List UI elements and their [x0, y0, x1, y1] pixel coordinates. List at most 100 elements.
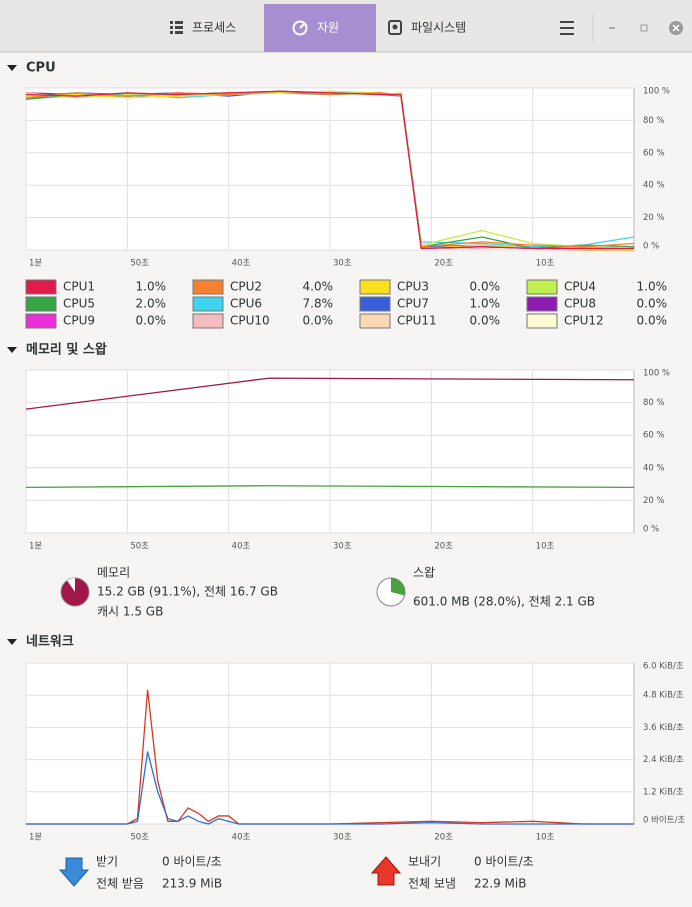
send-icon — [370, 856, 402, 886]
x-tick-label: 30초 — [333, 833, 352, 843]
x-tick-label: 10초 — [536, 542, 555, 552]
memory-icon — [60, 577, 90, 607]
legend-detail: 601.0 MB (28.0%), 전체 2.1 GB — [413, 595, 595, 609]
legend-name: 메모리 — [97, 566, 130, 580]
x-tick-label: 20초 — [434, 542, 453, 552]
y-tick-label: 40 % — [643, 181, 665, 191]
legend-value: 4.0% — [303, 280, 334, 294]
x-tick-label: 10초 — [536, 833, 555, 843]
legend-swatch[interactable] — [359, 279, 391, 295]
x-tick-label: 50초 — [130, 833, 149, 843]
tab-resources[interactable]: 자원 — [292, 20, 340, 36]
tab-label: 프로세스 — [192, 21, 236, 35]
close-button[interactable] — [669, 21, 683, 35]
legend-swatch[interactable] — [526, 296, 558, 312]
legend-swatch[interactable] — [192, 313, 224, 329]
legend-name: 스왑 — [413, 566, 435, 580]
legend-rate: 0 바이트/초 — [162, 855, 222, 869]
x-tick-label: 50초 — [130, 542, 149, 552]
expander[interactable] — [7, 347, 17, 353]
legend-swatch[interactable] — [526, 313, 558, 329]
menu-button[interactable] — [560, 21, 574, 35]
y-tick-label: 20 % — [643, 213, 665, 223]
y-tick-label: 4.8 KiB/초 — [643, 691, 684, 701]
legend-swatch[interactable] — [192, 279, 224, 295]
legend-name: CPU4 — [564, 280, 596, 294]
receive-icon — [58, 857, 90, 887]
expander[interactable] — [7, 639, 17, 645]
y-tick-label: 60 % — [643, 148, 665, 158]
y-tick-label: 80 % — [643, 116, 665, 126]
legend-name: CPU8 — [564, 297, 596, 311]
legend-name: 받기 — [96, 855, 118, 869]
tab-processes[interactable]: 프로세스 — [170, 21, 236, 35]
legend-detail: 캐시 1.5 GB — [97, 605, 163, 619]
legend-name: CPU5 — [63, 297, 95, 311]
legend-swatch[interactable] — [359, 296, 391, 312]
section-title: 메모리 및 스왑 — [26, 342, 107, 358]
tab-label: 자원 — [317, 21, 339, 35]
expander[interactable] — [7, 65, 17, 71]
legend-name: CPU2 — [230, 280, 262, 294]
y-tick-label: 0 % — [643, 525, 659, 535]
y-tick-label: 0 % — [643, 242, 659, 252]
y-tick-label: 60 % — [643, 431, 665, 441]
y-tick-label: 40 % — [643, 463, 665, 473]
x-tick-label: 30초 — [333, 259, 352, 269]
legend-name: CPU10 — [230, 314, 270, 328]
legend-name: 보내기 — [408, 855, 441, 869]
resources-icon-needle — [299, 23, 305, 29]
legend-name: CPU6 — [230, 297, 262, 311]
x-tick-label: 30초 — [333, 542, 352, 552]
tab-label: 파일시스템 — [411, 21, 466, 35]
legend-value: 0.0% — [637, 314, 668, 328]
active-tab-bg — [264, 4, 376, 52]
maximize-button[interactable] — [640, 24, 648, 32]
y-tick-label: 100 % — [643, 87, 670, 97]
series-line — [26, 689, 634, 825]
legend-value: 1.0% — [470, 297, 501, 311]
x-tick-label: 1분 — [29, 833, 42, 843]
legend-total: 213.9 MiB — [162, 877, 222, 891]
legend-swatch[interactable] — [25, 313, 57, 329]
legend-swatch[interactable] — [192, 296, 224, 312]
x-tick-label: 20초 — [434, 259, 453, 269]
legend-name: CPU12 — [564, 314, 604, 328]
legend-value: 0.0% — [470, 314, 501, 328]
legend-swatch[interactable] — [359, 313, 391, 329]
legend-swatch[interactable] — [25, 279, 57, 295]
x-tick-label: 1분 — [29, 259, 42, 269]
series-line — [25, 485, 635, 489]
legend-value: 1.0% — [136, 280, 167, 294]
y-tick-label: 80 % — [643, 398, 665, 408]
section-title: 네트워크 — [26, 634, 74, 650]
legend-value: 0.0% — [470, 280, 501, 294]
y-tick-label: 2.4 KiB/초 — [643, 755, 684, 765]
legend-swatch[interactable] — [25, 296, 57, 312]
legend-rate: 0 바이트/초 — [474, 855, 534, 869]
legend-value: 0.0% — [136, 314, 167, 328]
legend-name: CPU3 — [397, 280, 429, 294]
legend-detail: 15.2 GB (91.1%), 전체 16.7 GB — [97, 585, 278, 599]
legend-value: 0.0% — [303, 314, 334, 328]
y-tick-label: 0 바이트/초 — [643, 815, 685, 826]
x-tick-label: 50초 — [130, 259, 149, 269]
legend-value: 0.0% — [637, 297, 668, 311]
legend-total-label: 전체 받음 — [96, 877, 144, 891]
x-tick-label: 40초 — [232, 833, 251, 843]
swap-icon — [376, 577, 406, 607]
y-tick-label: 20 % — [643, 496, 665, 506]
legend-value: 1.0% — [637, 280, 668, 294]
x-tick-label: 1분 — [29, 542, 42, 552]
series-line — [25, 90, 634, 250]
legend-name: CPU7 — [397, 297, 429, 311]
y-tick-label: 3.6 KiB/초 — [643, 723, 684, 733]
legend-swatch[interactable] — [526, 279, 558, 295]
filesystems-icon-dot — [392, 24, 398, 30]
tab-filesystems[interactable]: 파일시스템 — [388, 20, 466, 35]
x-tick-label: 40초 — [232, 542, 251, 552]
series-line — [26, 751, 634, 825]
y-tick-label: 1.2 KiB/초 — [643, 787, 684, 797]
